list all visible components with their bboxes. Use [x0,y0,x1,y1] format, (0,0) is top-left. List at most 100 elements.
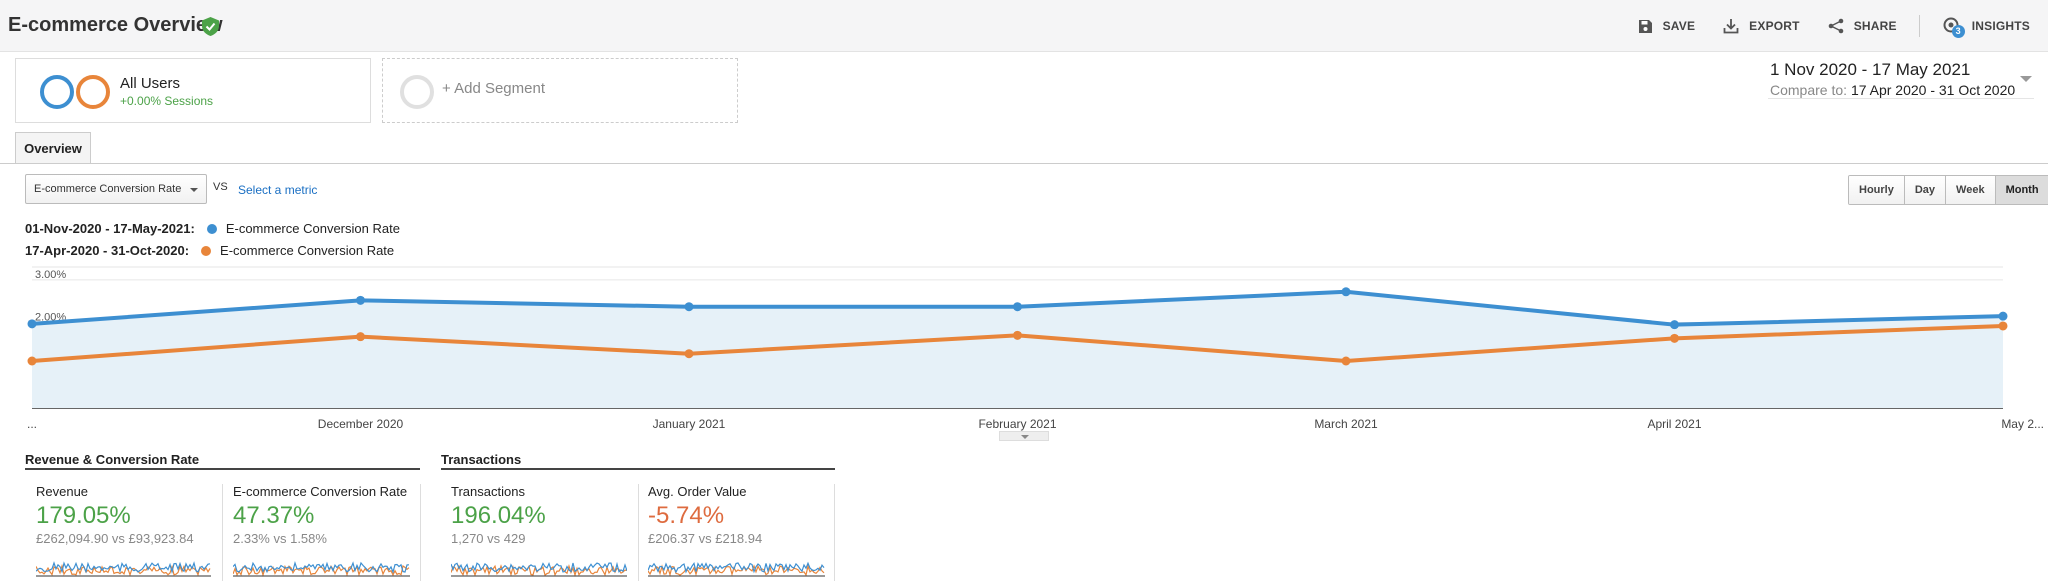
card-comparison: £206.37 vs £218.94 [648,531,763,546]
legend-previous-label: E-commerce Conversion Rate [220,243,395,258]
insights-badge: 3 [1951,25,1965,38]
chevron-down-icon [2020,76,2032,82]
date-range-divider [1768,98,2034,99]
hourly-button[interactable]: Hourly [1849,176,1904,204]
export-label: EXPORT [1749,19,1800,33]
metric-dropdown-value: E-commerce Conversion Rate [34,183,182,195]
legend-previous: 17-Apr-2020 - 31-Oct-2020: E-commerce Co… [25,243,394,258]
x-tick-label: January 2021 [653,417,726,431]
compare-to-label: Compare to: [1770,82,1848,98]
metric-dropdown[interactable]: E-commerce Conversion Rate [25,174,207,204]
data-point [356,295,365,305]
legend-previous-range: 17-Apr-2020 - 31-Oct-2020: [25,243,190,258]
card-percent-change: 47.37% [233,502,315,529]
data-point [27,319,37,329]
week-button[interactable]: Week [1945,176,1995,204]
select-metric-link[interactable]: Select a metric [238,183,318,197]
x-tick-label: May 2... [2001,417,2044,431]
export-button[interactable]: EXPORT [1723,18,1800,34]
legend-current-label: E-commerce Conversion Rate [225,221,400,236]
data-point [1341,356,1351,366]
legend-current-range: 01-Nov-2020 - 17-May-2021: [25,221,195,236]
sparkline-series [648,564,825,577]
share-button[interactable]: SHARE [1828,18,1897,34]
sparkline [36,561,211,577]
tab-overview[interactable]: Overview [15,132,91,164]
download-icon [1723,19,1739,34]
data-point [684,302,694,312]
segment-name: All Users [120,75,181,92]
data-point [1341,287,1351,297]
data-point [1998,311,2008,321]
card-divider [638,484,639,581]
data-point [1013,330,1022,340]
section-transactions-title: Transactions [441,452,522,467]
x-tick-label: ... [27,417,37,431]
share-icon [1828,18,1844,34]
card-label: E-commerce Conversion Rate [233,484,408,499]
sparkline [451,561,627,577]
legend-current: 01-Nov-2020 - 17-May-2021: E-commerce Co… [25,221,400,236]
x-tick-label: December 2020 [318,417,404,431]
segment-all-users[interactable]: All Users +0.00% Sessions [15,58,371,123]
card-percent-change: 179.05% [36,502,131,529]
card-revenue[interactable]: Revenue 179.05% £262,094.90 vs £93,923.8… [36,484,216,581]
data-point [27,356,37,366]
card-percent-change: 196.04% [451,502,546,529]
date-range-compare: Compare to: 17 Apr 2020 - 31 Oct 2020 [1770,82,2032,98]
card-comparison: £262,094.90 vs £93,923.84 [36,531,194,546]
card-divider [420,484,421,581]
data-point [1670,333,1679,343]
day-button[interactable]: Day [1903,176,1946,204]
y-tick-label: 3.00% [35,269,66,281]
add-segment-label: + Add Segment [442,80,545,97]
page-title: E-commerce Overview [8,14,223,36]
card-label: Transactions [451,484,525,499]
section-revenue-title: Revenue & Conversion Rate [25,452,200,467]
save-icon [1638,19,1652,33]
verified-shield-icon [202,17,219,36]
card-label: Revenue [36,484,89,499]
section-transactions-underline [441,468,835,470]
card-comparison: 1,270 vs 429 [451,531,526,546]
segment-sessions-change: +0.00% Sessions [120,94,214,108]
sparkline-series [451,561,627,573]
insights-button[interactable]: 3 INSIGHTS [1942,16,2030,38]
card-label: Avg. Order Value [648,484,747,499]
compare-to-value: 17 Apr 2020 - 31 Oct 2020 [1850,82,2016,98]
report-actions: SAVE EXPORT SHARE 3 [1610,0,2030,52]
add-segment-button[interactable]: + Add Segment [382,58,738,123]
card-transactions[interactable]: Transactions 196.04% 1,270 vs 429 [451,484,631,581]
segment-compare-color-icon [76,75,110,109]
sparkline [233,560,410,577]
action-divider [1918,15,1920,37]
granularity-toggle: Hourly Day Week Month [1848,175,2048,205]
data-point [1670,320,1679,330]
month-button[interactable]: Month [1994,176,2048,204]
x-tick-label: April 2021 [1647,417,1701,431]
sparkline-series [233,560,410,574]
page-header: E-commerce Overview SAVE EXPORT [0,0,2048,52]
data-point [1998,321,2008,331]
x-tick-label: February 2021 [978,417,1056,431]
card-avg-order-value[interactable]: Avg. Order Value -5.74% £206.37 vs £218.… [648,484,828,581]
sparkline-series [36,563,211,577]
sparkline-series [36,561,211,575]
segment-color-icon [40,75,74,109]
save-button[interactable]: SAVE [1638,19,1696,34]
legend-previous-dot [201,245,212,256]
x-tick-label: March 2021 [1314,417,1378,431]
sparkline [648,561,825,577]
date-range-picker[interactable]: 1 Nov 2020 - 17 May 2021 Compare to: 17 … [1770,60,2032,98]
insights-label: INSIGHTS [1971,19,2030,33]
share-label: SHARE [1853,19,1897,33]
data-point [356,332,365,342]
legend-current-dot [206,223,217,234]
tab-divider [0,163,2048,164]
card-divider [834,484,835,581]
card-conversion-rate[interactable]: E-commerce Conversion Rate 47.37% 2.33% … [233,484,415,581]
add-segment-icon [400,75,434,109]
caret-down-icon [190,188,198,192]
chart-collapse-handle[interactable] [999,431,1049,441]
